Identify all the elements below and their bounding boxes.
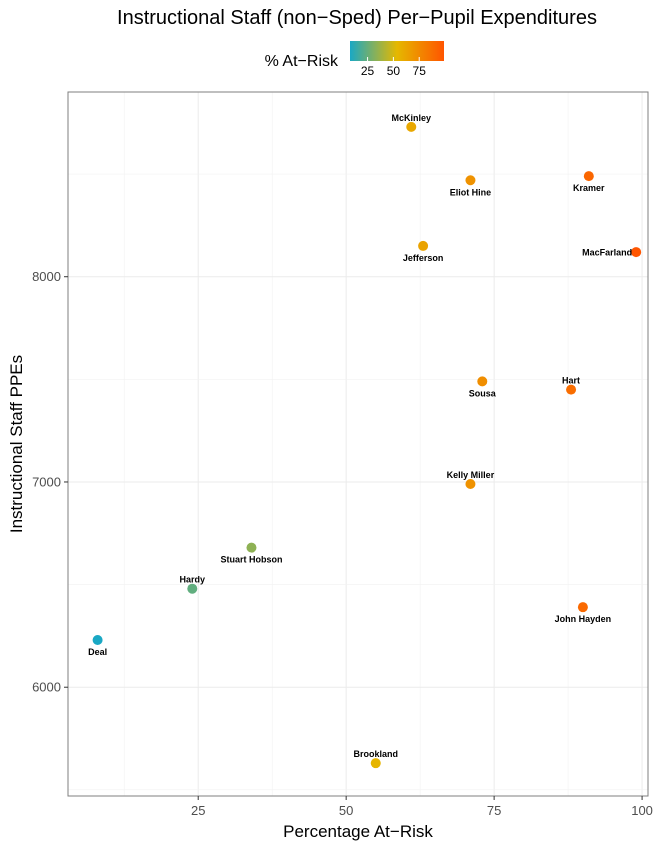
y-axis-title: Instructional Staff PPEs bbox=[7, 355, 26, 533]
x-tick-label: 100 bbox=[631, 803, 653, 818]
plot-panel bbox=[68, 92, 648, 796]
y-tick-label: 6000 bbox=[32, 680, 61, 695]
data-point bbox=[406, 121, 417, 132]
data-point bbox=[577, 602, 588, 613]
data-point-label: Brookland bbox=[353, 749, 398, 759]
data-point-label: Hart bbox=[562, 376, 580, 386]
data-point-label: Kelly Miller bbox=[447, 470, 495, 480]
x-tick-label: 50 bbox=[339, 803, 353, 818]
plot-border bbox=[67, 91, 649, 797]
data-point bbox=[370, 758, 381, 769]
data-point-label: Eliot Hine bbox=[450, 187, 492, 197]
x-tick-label: 75 bbox=[487, 803, 501, 818]
data-point bbox=[583, 171, 594, 182]
y-tick-label: 7000 bbox=[32, 474, 61, 489]
data-point-label: Kramer bbox=[573, 183, 605, 193]
data-point bbox=[92, 635, 103, 646]
legend-title: % At−Risk bbox=[265, 53, 339, 70]
data-point bbox=[418, 240, 429, 251]
legend-tick-label: 50 bbox=[387, 64, 401, 78]
y-tick-label: 8000 bbox=[32, 269, 61, 284]
data-point bbox=[246, 542, 257, 553]
legend-tick-label: 25 bbox=[361, 64, 375, 78]
legend-colorbar bbox=[350, 41, 444, 61]
data-point-label: Stuart Hobson bbox=[220, 555, 282, 565]
data-point bbox=[465, 175, 476, 186]
data-point bbox=[566, 384, 577, 395]
legend-tick-label: 75 bbox=[413, 64, 427, 78]
data-point bbox=[465, 479, 476, 490]
data-point bbox=[631, 247, 642, 258]
data-point-label: Deal bbox=[88, 647, 107, 657]
data-point bbox=[477, 376, 488, 387]
chart-title: Instructional Staff (non−Sped) Per−Pupil… bbox=[117, 7, 597, 29]
data-point-label: Jefferson bbox=[403, 253, 444, 263]
data-point-label: McKinley bbox=[392, 113, 432, 123]
data-point bbox=[187, 583, 198, 594]
data-point-label: MacFarland bbox=[582, 248, 632, 258]
x-axis-title: Percentage At−Risk bbox=[283, 822, 433, 841]
data-point-label: John Hayden bbox=[555, 614, 612, 624]
data-point-label: Hardy bbox=[180, 575, 206, 585]
x-tick-label: 25 bbox=[191, 803, 205, 818]
data-point-label: Sousa bbox=[469, 388, 497, 398]
